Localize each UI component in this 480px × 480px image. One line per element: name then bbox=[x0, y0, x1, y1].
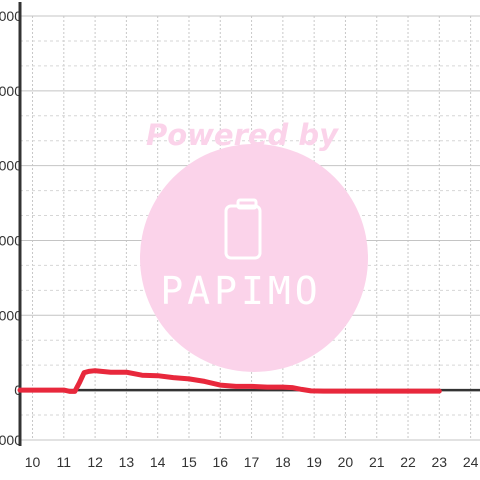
x-tick-label: 18 bbox=[275, 454, 291, 470]
y-tick-label: 30,000 bbox=[0, 307, 22, 323]
x-tick-label: 10 bbox=[25, 454, 41, 470]
y-tick-label: -20,000 bbox=[0, 432, 22, 448]
x-tick-label: 19 bbox=[306, 454, 322, 470]
watermark-brand: PAPIMO bbox=[160, 269, 321, 313]
y-tick-label: 60,000 bbox=[0, 232, 22, 248]
x-tick-label: 12 bbox=[87, 454, 103, 470]
phone-icon bbox=[224, 198, 262, 260]
y-tick-label: 120,000 bbox=[0, 83, 22, 99]
series-group bbox=[17, 368, 442, 394]
x-tick-label: 17 bbox=[244, 454, 260, 470]
x-tick-label: 13 bbox=[119, 454, 135, 470]
series-line bbox=[17, 368, 442, 394]
y-tick-label: 90,000 bbox=[0, 158, 22, 174]
x-tick-label: 14 bbox=[150, 454, 166, 470]
x-tick-label: 16 bbox=[212, 454, 228, 470]
x-tick-label: 21 bbox=[369, 454, 385, 470]
x-tick-label: 22 bbox=[400, 454, 416, 470]
x-tick-labels: 10 11 12 13 14 15 16 17 18 19 20 21 22 23 24 bbox=[25, 454, 479, 470]
y-tick-label: 150,000 bbox=[0, 8, 22, 24]
x-tick-label: 23 bbox=[432, 454, 448, 470]
x-tick-label: 11 bbox=[57, 454, 72, 470]
x-tick-label: 24 bbox=[463, 454, 479, 470]
x-tick-label: 20 bbox=[338, 454, 354, 470]
x-tick-label: 15 bbox=[181, 454, 197, 470]
watermark: Powered by PAPIMO bbox=[140, 118, 368, 372]
